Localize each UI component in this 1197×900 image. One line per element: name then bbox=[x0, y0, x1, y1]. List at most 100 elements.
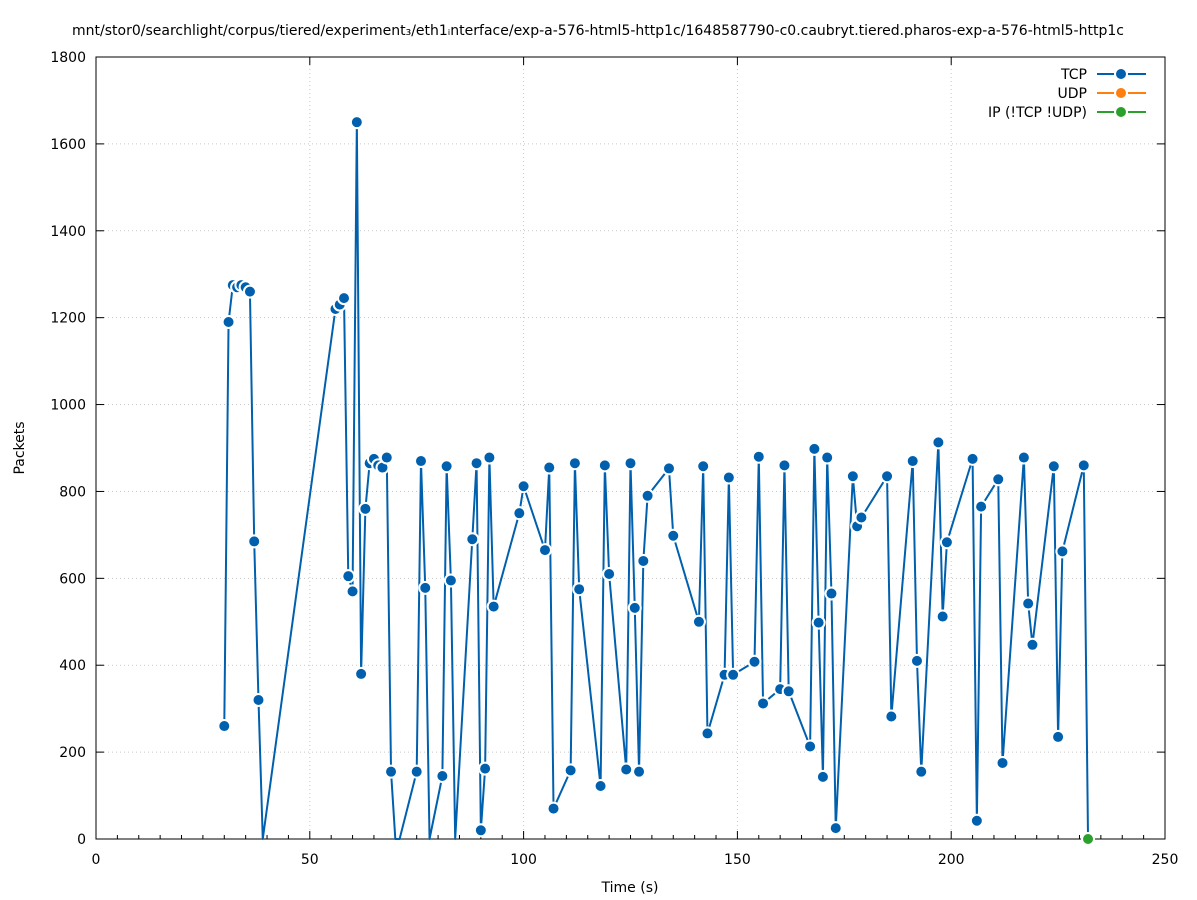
data-point bbox=[354, 666, 369, 681]
data-point bbox=[935, 609, 950, 624]
x-tick-label: 100 bbox=[510, 852, 537, 868]
data-point bbox=[854, 510, 869, 525]
data-point bbox=[439, 459, 454, 474]
data-point bbox=[632, 764, 647, 779]
data-point bbox=[640, 488, 655, 503]
legend: TCP UDP IP (!TCP !UDP) bbox=[988, 67, 1146, 121]
data-point bbox=[563, 763, 578, 778]
data-point bbox=[969, 813, 984, 828]
y-tick-label: 800 bbox=[59, 484, 86, 500]
data-point bbox=[443, 573, 458, 588]
data-point bbox=[884, 709, 899, 724]
x-tick-label: 50 bbox=[301, 852, 319, 868]
data-point bbox=[747, 654, 762, 669]
data-point bbox=[636, 553, 651, 568]
data-point bbox=[661, 461, 676, 476]
series-line bbox=[223, 121, 1090, 840]
legend-item: TCP bbox=[1060, 67, 1146, 83]
data-point bbox=[341, 569, 356, 584]
data-point bbox=[939, 535, 954, 550]
data-point bbox=[995, 755, 1010, 770]
legend-item: IP (!TCP !UDP) bbox=[988, 105, 1146, 121]
data-point bbox=[811, 615, 826, 630]
chart-title: mnt/stor0/searchlight/corpus/tiered/expe… bbox=[72, 23, 1124, 39]
data-point bbox=[1016, 450, 1031, 465]
data-point bbox=[546, 801, 561, 816]
legend-marker bbox=[1114, 86, 1128, 100]
data-point bbox=[1025, 637, 1040, 652]
data-point bbox=[418, 580, 433, 595]
data-point bbox=[409, 764, 424, 779]
data-point bbox=[828, 821, 843, 836]
series-layer bbox=[217, 115, 1096, 846]
data-point bbox=[1051, 729, 1066, 744]
data-point bbox=[379, 450, 394, 465]
data-point bbox=[974, 499, 989, 514]
x-tick-label: 150 bbox=[724, 852, 751, 868]
data-point bbox=[349, 115, 364, 130]
data-point bbox=[597, 458, 612, 473]
data-point bbox=[345, 584, 360, 599]
data-point bbox=[1076, 458, 1091, 473]
data-point bbox=[666, 528, 681, 543]
data-point bbox=[247, 534, 262, 549]
data-point bbox=[602, 566, 617, 581]
data-point bbox=[914, 764, 929, 779]
series-1 bbox=[217, 115, 1091, 840]
data-point bbox=[721, 470, 736, 485]
data-point bbox=[845, 469, 860, 484]
y-tick-label: 0 bbox=[77, 832, 86, 848]
data-point bbox=[726, 667, 741, 682]
data-point bbox=[627, 600, 642, 615]
data-point bbox=[221, 315, 236, 330]
data-point bbox=[537, 543, 552, 558]
data-point bbox=[803, 739, 818, 754]
data-point bbox=[700, 726, 715, 741]
data-point bbox=[482, 450, 497, 465]
data-point bbox=[965, 451, 980, 466]
data-point bbox=[691, 614, 706, 629]
y-tick-label: 1800 bbox=[50, 50, 86, 66]
y-tick-label: 200 bbox=[59, 745, 86, 761]
data-point bbox=[435, 769, 450, 784]
data-point bbox=[619, 762, 634, 777]
series-3 bbox=[1081, 832, 1096, 846]
data-point bbox=[777, 458, 792, 473]
data-point bbox=[905, 454, 920, 469]
data-point bbox=[931, 435, 946, 450]
data-point bbox=[478, 761, 493, 776]
data-point bbox=[242, 284, 257, 299]
legend-marker bbox=[1114, 67, 1128, 81]
data-point bbox=[542, 460, 557, 475]
data-point bbox=[358, 501, 373, 516]
data-point bbox=[413, 454, 428, 469]
y-tick-label: 600 bbox=[59, 571, 86, 587]
data-point bbox=[465, 532, 480, 547]
data-point bbox=[623, 456, 638, 471]
data-point bbox=[593, 779, 608, 793]
data-point bbox=[820, 450, 835, 465]
y-tick-label: 1600 bbox=[50, 137, 86, 153]
data-point bbox=[696, 459, 711, 474]
data-point bbox=[1021, 596, 1036, 611]
data-point bbox=[384, 764, 399, 779]
data-point bbox=[1055, 544, 1070, 559]
legend-item: UDP bbox=[1058, 86, 1146, 102]
data-point bbox=[473, 823, 488, 838]
data-point bbox=[217, 719, 232, 734]
data-point bbox=[824, 586, 839, 601]
y-axis-label: Packets bbox=[12, 421, 28, 474]
data-point bbox=[516, 479, 531, 494]
data-point bbox=[781, 684, 796, 699]
y-tick-label: 1400 bbox=[50, 224, 86, 240]
legend-label: IP (!TCP !UDP) bbox=[988, 105, 1087, 121]
data-point bbox=[251, 692, 266, 707]
y-tick-label: 1200 bbox=[50, 311, 86, 327]
legend-label: UDP bbox=[1058, 86, 1087, 102]
x-tick-label: 250 bbox=[1152, 852, 1179, 868]
data-point bbox=[880, 469, 895, 484]
data-point bbox=[751, 449, 766, 464]
data-point bbox=[991, 472, 1006, 487]
data-point bbox=[337, 291, 352, 306]
